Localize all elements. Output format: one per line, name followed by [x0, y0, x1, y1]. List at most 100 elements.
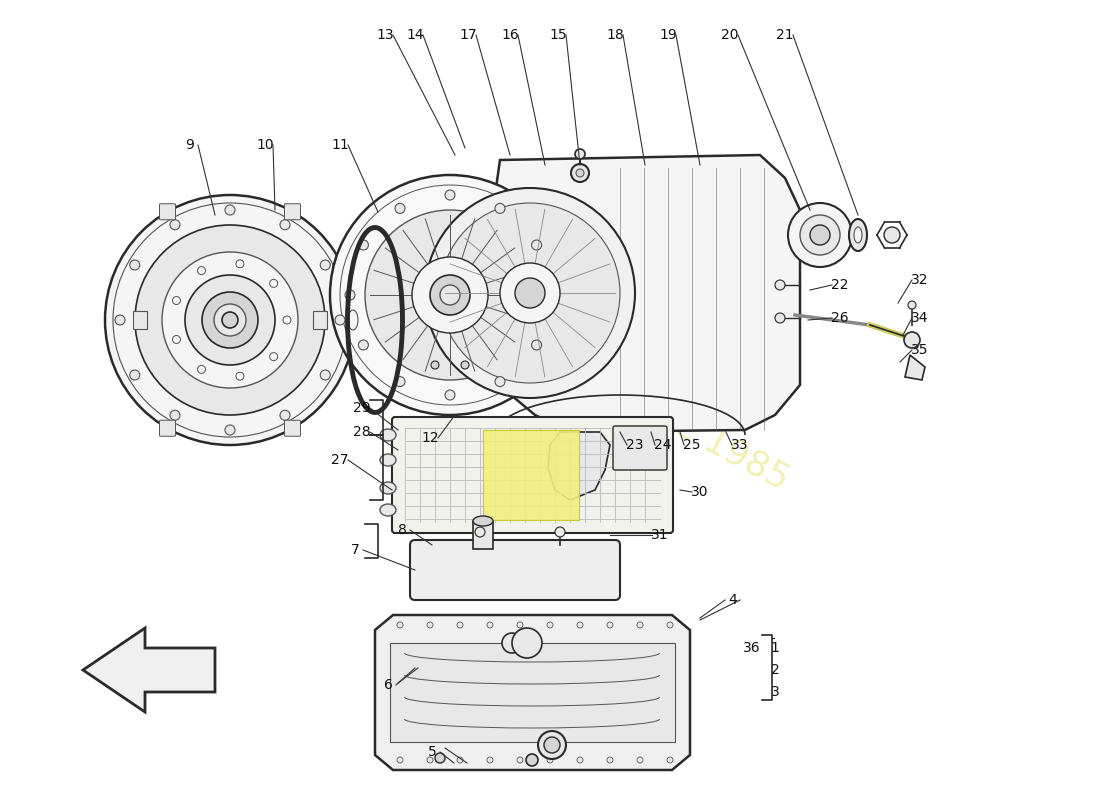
Circle shape	[170, 220, 180, 230]
Text: 32: 32	[911, 273, 928, 287]
Circle shape	[427, 757, 433, 763]
Circle shape	[359, 340, 369, 350]
Circle shape	[395, 377, 405, 386]
Circle shape	[130, 260, 140, 270]
Text: 29: 29	[353, 401, 371, 415]
Text: 19: 19	[659, 28, 676, 42]
Circle shape	[904, 332, 920, 348]
Text: 30: 30	[691, 485, 708, 499]
Circle shape	[502, 633, 522, 653]
Circle shape	[538, 731, 566, 759]
Circle shape	[425, 188, 635, 398]
Text: 22: 22	[832, 278, 849, 292]
Polygon shape	[905, 355, 925, 380]
Circle shape	[515, 278, 544, 308]
Text: 14: 14	[406, 28, 424, 42]
Circle shape	[359, 240, 369, 250]
Text: 36: 36	[744, 641, 761, 655]
Polygon shape	[375, 615, 690, 770]
Text: 15: 15	[549, 28, 566, 42]
Text: 27: 27	[331, 453, 349, 467]
Circle shape	[104, 195, 355, 445]
Polygon shape	[390, 643, 675, 742]
Circle shape	[430, 275, 470, 315]
Circle shape	[475, 527, 485, 537]
Circle shape	[556, 527, 565, 537]
Circle shape	[427, 622, 433, 628]
Ellipse shape	[379, 482, 396, 494]
FancyBboxPatch shape	[613, 426, 667, 470]
Circle shape	[776, 280, 785, 290]
Circle shape	[800, 215, 840, 255]
Text: 33: 33	[732, 438, 749, 452]
Circle shape	[526, 754, 538, 766]
Text: 8: 8	[397, 523, 406, 537]
Circle shape	[575, 149, 585, 159]
Circle shape	[431, 361, 439, 369]
Text: 25: 25	[683, 438, 701, 452]
Circle shape	[214, 304, 246, 336]
Text: euro: euro	[556, 227, 774, 393]
Circle shape	[173, 335, 180, 343]
Circle shape	[162, 252, 298, 388]
Circle shape	[135, 225, 324, 415]
Circle shape	[578, 757, 583, 763]
Polygon shape	[548, 432, 610, 500]
Circle shape	[495, 203, 505, 214]
Text: 10: 10	[256, 138, 274, 152]
Circle shape	[667, 622, 673, 628]
Bar	[483, 430, 580, 520]
Circle shape	[440, 203, 620, 383]
FancyBboxPatch shape	[160, 204, 176, 220]
Polygon shape	[495, 155, 800, 432]
Circle shape	[607, 757, 613, 763]
Circle shape	[235, 372, 244, 380]
Circle shape	[487, 622, 493, 628]
Circle shape	[517, 757, 522, 763]
Circle shape	[908, 301, 916, 309]
Text: since 1985: since 1985	[605, 374, 795, 496]
Circle shape	[446, 190, 455, 200]
Circle shape	[280, 220, 290, 230]
Circle shape	[395, 203, 405, 214]
Circle shape	[170, 410, 180, 420]
Ellipse shape	[379, 454, 396, 466]
Text: 35: 35	[911, 343, 928, 357]
Circle shape	[578, 622, 583, 628]
Circle shape	[270, 279, 277, 287]
Circle shape	[226, 425, 235, 435]
Circle shape	[495, 377, 505, 386]
Text: 21: 21	[777, 28, 794, 42]
Circle shape	[345, 290, 355, 300]
Circle shape	[637, 622, 644, 628]
Ellipse shape	[473, 516, 493, 526]
Circle shape	[487, 757, 493, 763]
Circle shape	[531, 240, 541, 250]
Text: 24: 24	[654, 438, 672, 452]
Ellipse shape	[379, 429, 396, 441]
Text: 23: 23	[626, 438, 644, 452]
Circle shape	[202, 292, 258, 348]
Circle shape	[320, 370, 330, 380]
Text: 1: 1	[771, 641, 780, 655]
Circle shape	[365, 210, 535, 380]
Text: 3: 3	[771, 685, 780, 699]
Text: 11: 11	[331, 138, 349, 152]
Text: 2: 2	[771, 663, 780, 677]
FancyBboxPatch shape	[285, 420, 300, 436]
Circle shape	[130, 370, 140, 380]
Circle shape	[500, 263, 560, 323]
Circle shape	[280, 410, 290, 420]
Text: 18: 18	[606, 28, 624, 42]
Circle shape	[198, 266, 206, 274]
Circle shape	[547, 757, 553, 763]
Text: 31: 31	[651, 528, 669, 542]
Circle shape	[788, 203, 853, 267]
Circle shape	[512, 628, 542, 658]
Circle shape	[185, 275, 275, 365]
Text: 34: 34	[911, 311, 928, 325]
Text: 12: 12	[421, 431, 439, 445]
Circle shape	[884, 227, 900, 243]
FancyBboxPatch shape	[160, 420, 176, 436]
Text: 16: 16	[502, 28, 519, 42]
